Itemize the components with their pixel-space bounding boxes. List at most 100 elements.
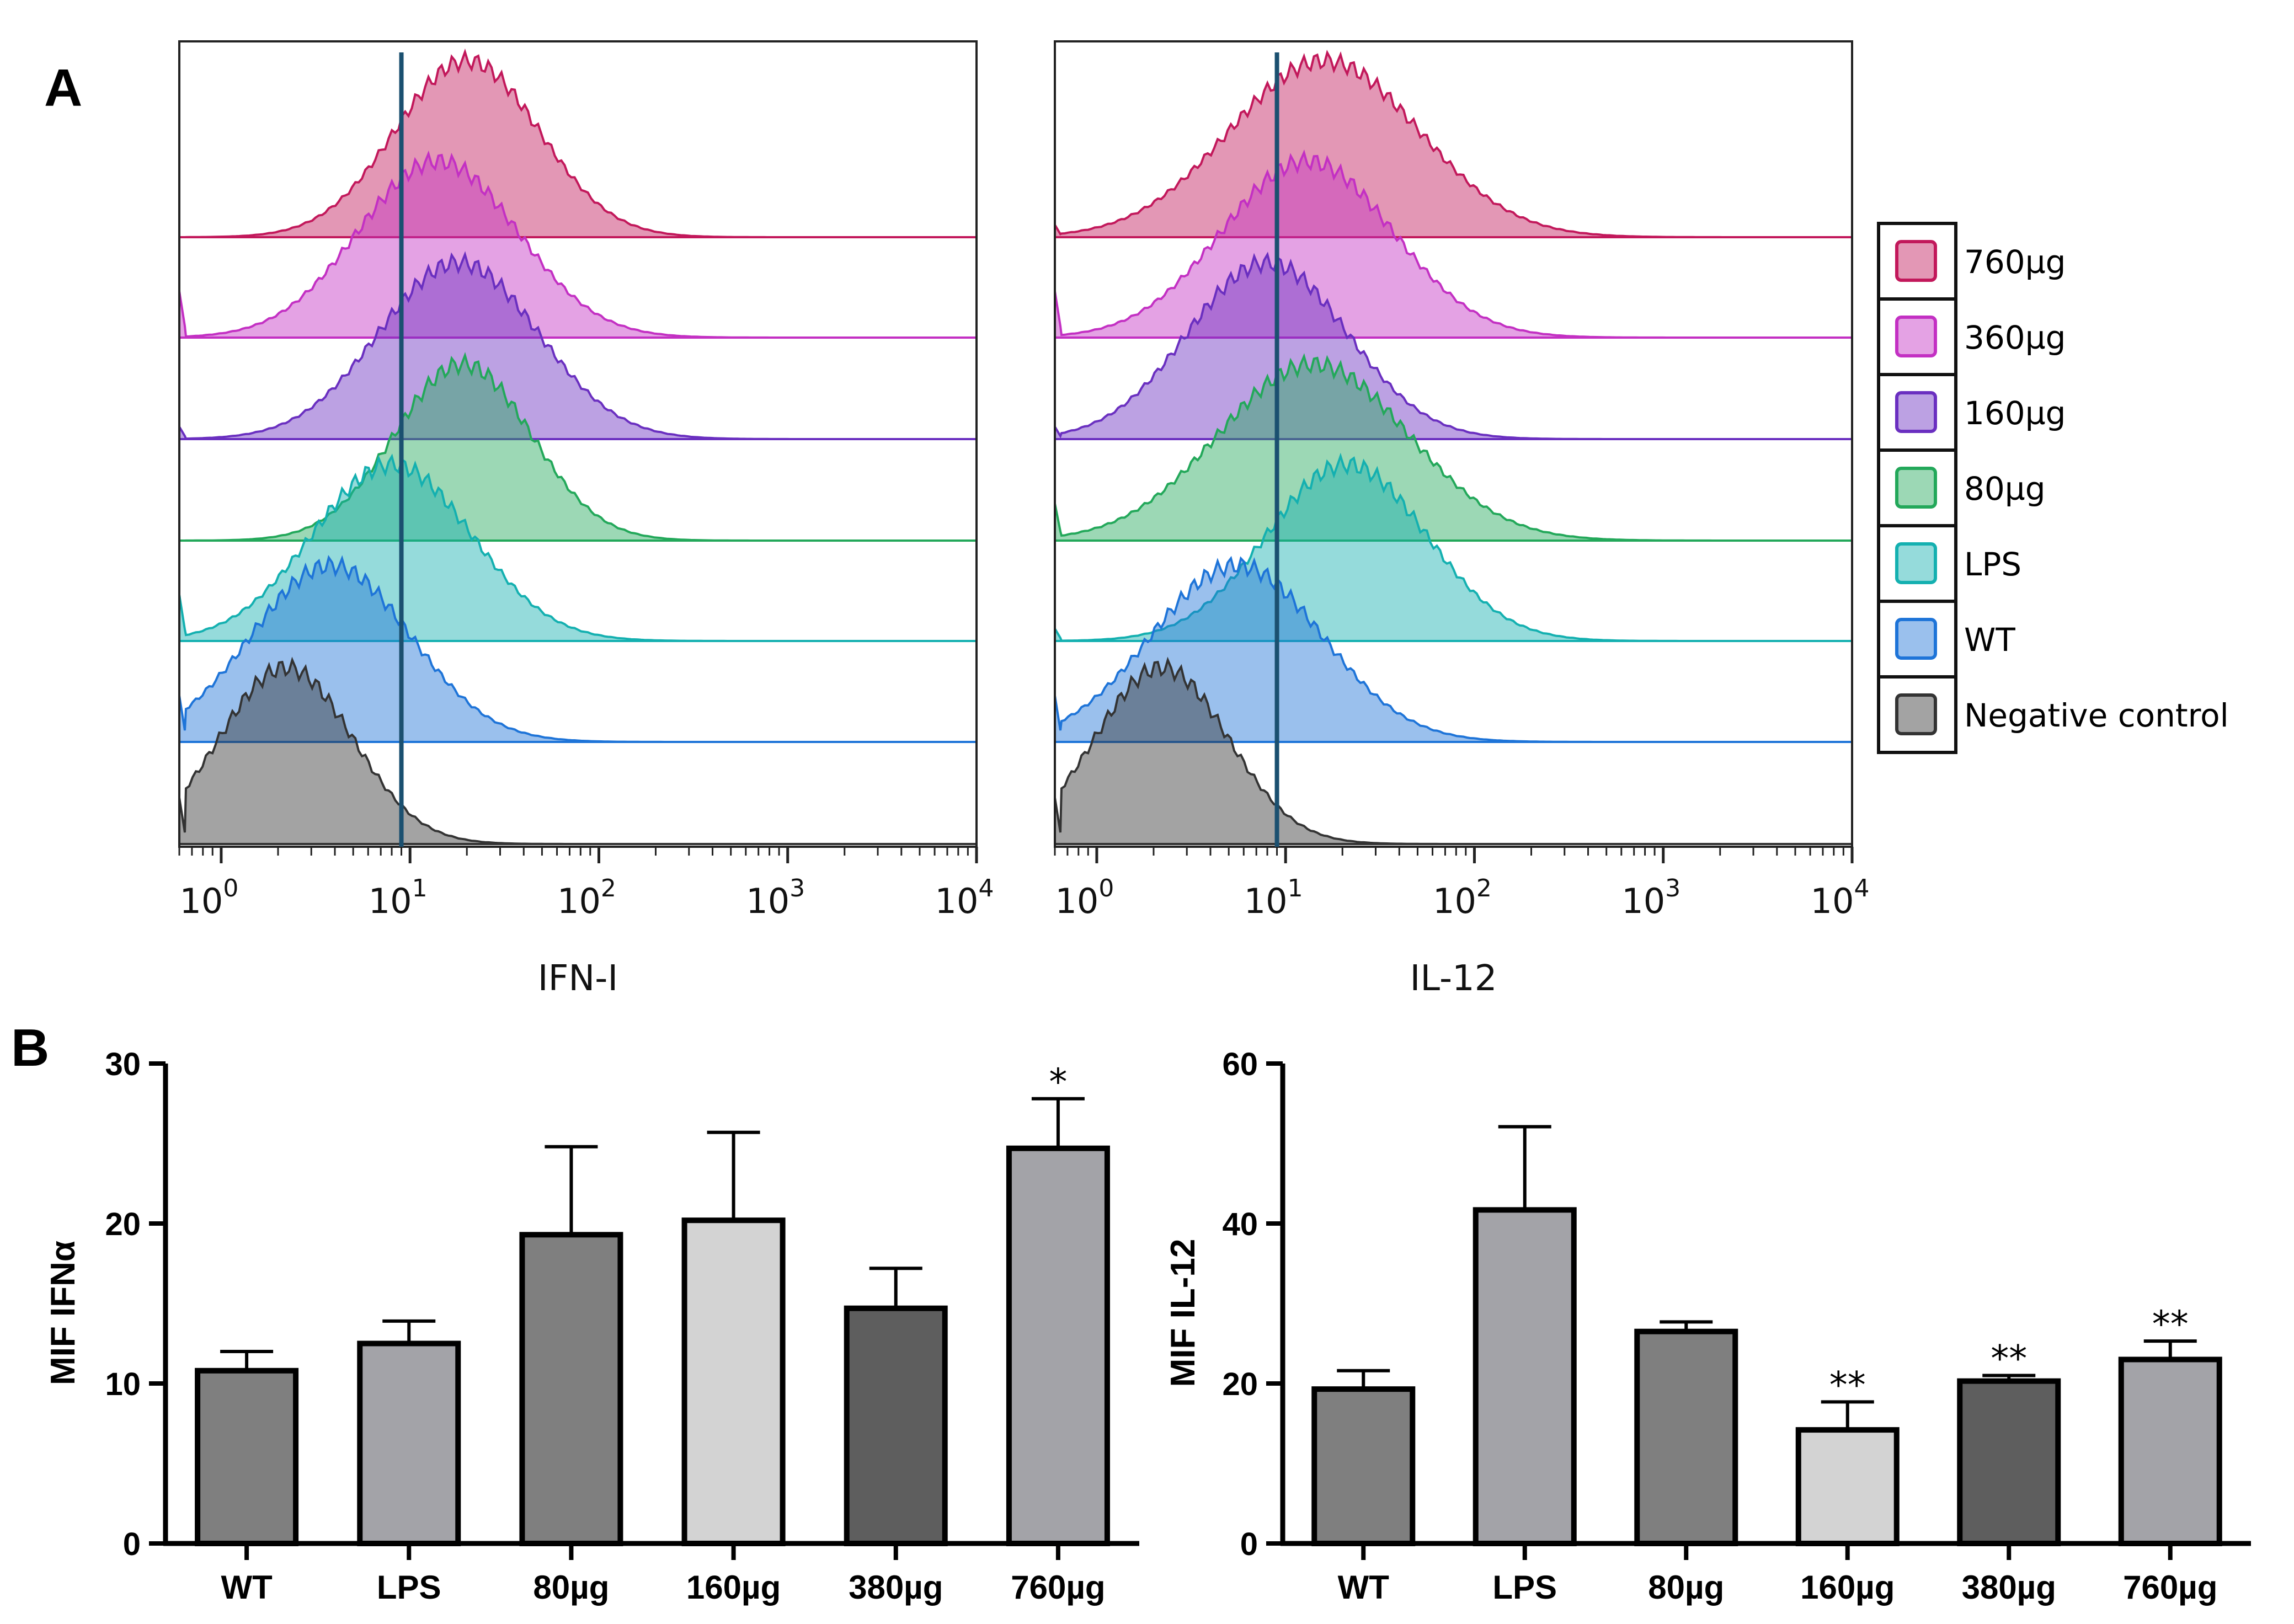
legend-swatch xyxy=(1895,693,1937,735)
y-tick-label: 0 xyxy=(1240,1526,1258,1562)
x-tick-label-wt: WT xyxy=(1338,1569,1389,1606)
bar-wt xyxy=(195,1367,299,1547)
x-tick-label-lps: LPS xyxy=(377,1569,441,1606)
legend-entry-160ug: 160µg xyxy=(1877,373,2066,452)
legend-label: Negative control xyxy=(1964,697,2229,734)
x-tick-label-760ug: 760µg xyxy=(2123,1569,2217,1606)
histogram-lps xyxy=(178,453,977,642)
legend-label: LPS xyxy=(1964,546,2021,583)
mif-ifna-bar-chart: 0 10 20 30 MIF IFNα WT LPS 80µg 160µg 380µg 760µg * xyxy=(44,1046,1139,1606)
x-tick-label-1: 101 xyxy=(1244,874,1303,921)
histogram-760ug xyxy=(179,48,977,238)
x-axis-label: IL-12 xyxy=(1410,958,1497,999)
x-tick-label-2: 102 xyxy=(557,874,616,921)
x-tick-label-160ug: 160µg xyxy=(1800,1569,1895,1606)
histogram-360ug xyxy=(178,150,977,339)
legend-swatch xyxy=(1895,316,1937,357)
x-tick-label-lps: LPS xyxy=(1492,1569,1557,1606)
x-tick-label-wt: WT xyxy=(221,1569,272,1606)
legend-entry-360ug: 360µg xyxy=(1877,297,2066,376)
legend-label: 760µg xyxy=(1964,243,2066,281)
y-tick-label: 40 xyxy=(1222,1206,1258,1242)
bar-80ug xyxy=(519,1232,623,1547)
x-tick-label-380ug: 380µg xyxy=(849,1569,943,1606)
x-tick-label-760ug: 760µg xyxy=(1011,1569,1105,1606)
histogram-negative-control xyxy=(1054,656,1852,845)
legend-label: 80µg xyxy=(1964,470,2046,507)
y-tick-label: 60 xyxy=(1222,1046,1258,1082)
bar-380ug xyxy=(1957,1378,2061,1546)
legend-cell xyxy=(1877,600,1957,679)
x-tick-label-160ug: 160µg xyxy=(686,1569,781,1606)
x-tick-label-80ug: 80µg xyxy=(533,1569,609,1606)
y-tick-label: 10 xyxy=(105,1366,141,1402)
histogram-160ug xyxy=(1054,252,1852,440)
legend-swatch xyxy=(1895,542,1937,584)
legend-entry-negative-control: Negative control xyxy=(1877,675,2229,754)
legend-cell xyxy=(1877,297,1957,376)
panel-label-b: B xyxy=(11,1018,49,1077)
legend-swatch xyxy=(1895,391,1937,433)
ifn-i-histogram-chart: 100 101 102 103 104 IFN-I xyxy=(178,40,994,999)
il-12-histogram-chart: 100 101 102 103 104 IL-12 xyxy=(1054,40,1870,999)
legend-label: 160µg xyxy=(1964,394,2066,432)
x-tick-label-80ug: 80µg xyxy=(1648,1569,1724,1606)
bar-160ug xyxy=(1795,1427,1900,1547)
y-tick-label: 0 xyxy=(123,1526,141,1562)
legend-cell xyxy=(1877,222,1957,301)
plot-frame xyxy=(1054,40,1853,848)
bar-160ug xyxy=(681,1217,786,1546)
bar-wt xyxy=(1311,1386,1416,1546)
y-tick-label: 30 xyxy=(105,1046,141,1082)
x-tick-label-380ug: 380µg xyxy=(1962,1569,2056,1606)
y-tick-label: 20 xyxy=(105,1206,141,1242)
bar-380ug xyxy=(844,1305,948,1546)
histogram-760ug xyxy=(1054,50,1852,238)
significance-marker-160ug: ** xyxy=(1829,1364,1866,1406)
significance-marker-380ug: ** xyxy=(1991,1338,2027,1380)
histogram-wt xyxy=(1054,555,1852,743)
histogram-negative-control xyxy=(178,656,977,845)
legend-swatch xyxy=(1895,240,1937,282)
bar-760ug xyxy=(2118,1356,2222,1546)
significance-marker-760ug: * xyxy=(1049,1061,1067,1103)
bar-760ug xyxy=(1006,1145,1110,1546)
legend-label: WT xyxy=(1964,621,2015,659)
panel-label-a: A xyxy=(44,58,82,117)
x-tick-label-1: 101 xyxy=(369,874,428,921)
legend-cell xyxy=(1877,524,1957,603)
legend-cell xyxy=(1877,675,1957,754)
significance-marker-760ug: ** xyxy=(2152,1303,2189,1345)
histogram-160ug xyxy=(178,251,977,440)
x-tick-label-2: 102 xyxy=(1433,874,1492,921)
legend-swatch xyxy=(1895,618,1937,660)
y-tick-label: 20 xyxy=(1222,1366,1258,1402)
legend-swatch xyxy=(1895,467,1937,509)
mif-il-12-bar-chart: 0 20 40 60 MIF IL-12 WT LPS 80µg 160µg ** 380µg ** 7… xyxy=(1164,1046,2251,1606)
histogram-360ug xyxy=(1054,149,1852,339)
legend-cell xyxy=(1877,448,1957,527)
x-tick-label-4: 104 xyxy=(935,874,994,921)
x-tick-label-0: 100 xyxy=(1055,874,1114,921)
bar-lps xyxy=(357,1340,461,1546)
legend-entry-wt: WT xyxy=(1877,600,2015,679)
bar-lps xyxy=(1473,1207,1577,1547)
histogram-80ug xyxy=(1054,353,1852,542)
x-axis-label: IFN-I xyxy=(538,958,618,999)
x-tick-label-4: 104 xyxy=(1811,874,1870,921)
legend-label: 360µg xyxy=(1964,319,2066,356)
y-axis-label: MIF IL-12 xyxy=(1164,1239,1202,1387)
legend-entry-760ug: 760µg xyxy=(1877,222,2066,301)
y-axis-label: MIF IFNα xyxy=(44,1241,82,1385)
x-tick-label-3: 103 xyxy=(1621,874,1681,921)
legend-entry-lps: LPS xyxy=(1877,524,2021,603)
histogram-wt xyxy=(178,555,977,743)
x-tick-label-0: 100 xyxy=(179,874,238,921)
histogram-lps xyxy=(1054,452,1852,642)
bar-80ug xyxy=(1634,1328,1738,1546)
histogram-80ug xyxy=(179,351,977,542)
plot-frame xyxy=(178,40,978,848)
legend: 760µg 360µg 160µg 80µg LPS WT Negative control xyxy=(1877,222,2229,754)
legend-entry-80ug: 80µg xyxy=(1877,448,2046,527)
